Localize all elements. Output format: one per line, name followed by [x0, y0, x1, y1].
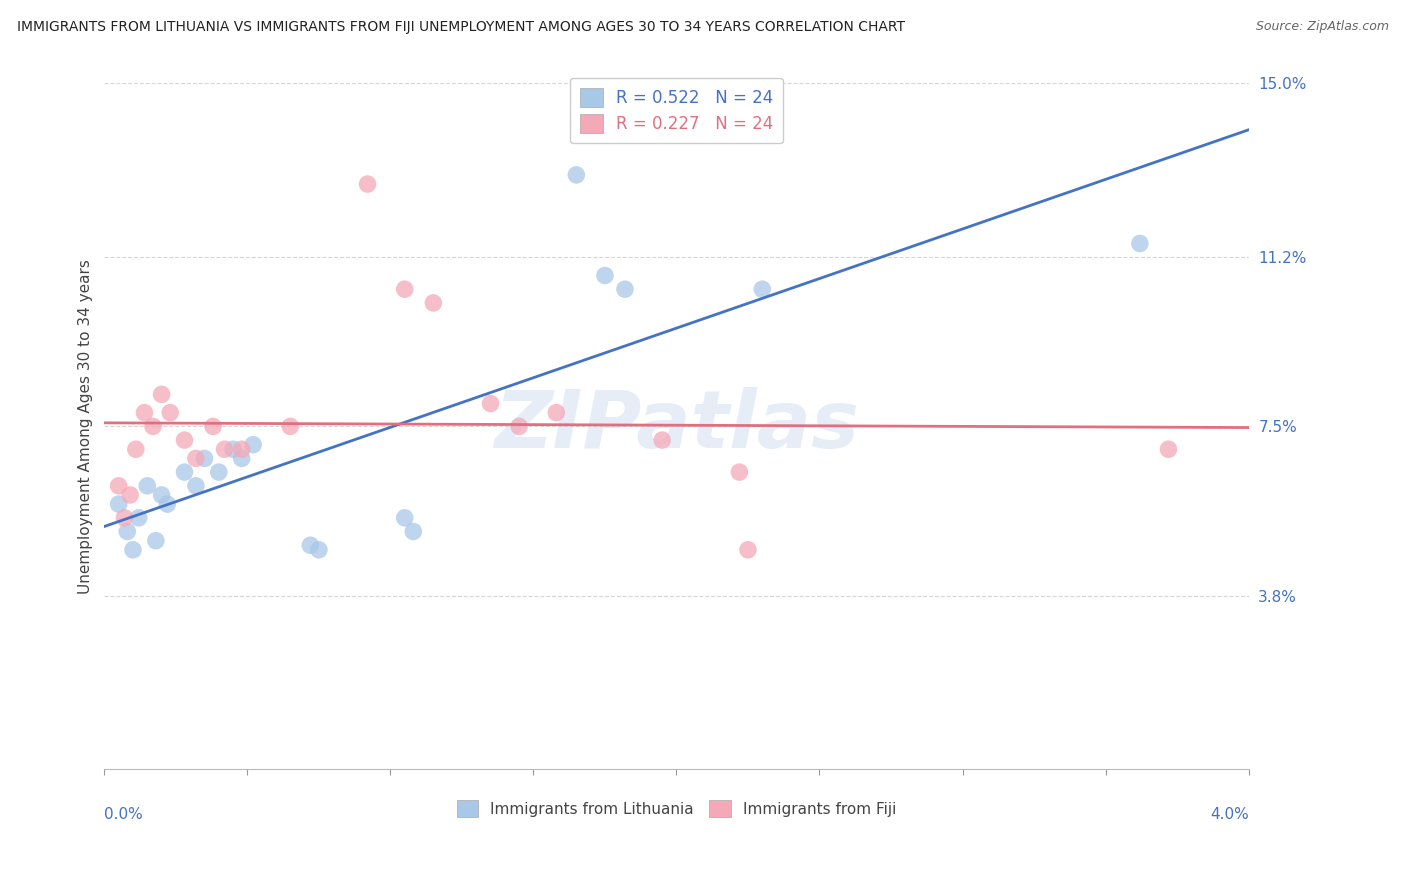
Point	[231, 442, 253, 457]
Text: Source: ZipAtlas.com: Source: ZipAtlas.com	[1256, 20, 1389, 33]
Point	[593, 268, 616, 283]
Point	[751, 282, 773, 296]
Point	[107, 479, 129, 493]
Point	[112, 511, 135, 525]
Text: 4.0%: 4.0%	[1209, 807, 1249, 822]
Point	[136, 479, 159, 493]
Point	[208, 465, 231, 479]
Point	[117, 524, 139, 539]
Point	[479, 396, 502, 410]
Point	[156, 497, 179, 511]
Point	[184, 451, 207, 466]
Point	[299, 538, 322, 552]
Point	[214, 442, 236, 457]
Point	[173, 433, 195, 447]
Point	[107, 497, 129, 511]
Point	[120, 488, 142, 502]
Point	[1129, 236, 1152, 251]
Point	[565, 168, 588, 182]
Point	[394, 511, 416, 525]
Point	[193, 451, 215, 466]
Point	[278, 419, 301, 434]
Point	[134, 406, 156, 420]
Point	[128, 511, 150, 525]
Point	[125, 442, 148, 457]
Point	[202, 419, 225, 434]
Point	[308, 542, 330, 557]
Point	[356, 177, 378, 191]
Point	[402, 524, 425, 539]
Point	[242, 437, 264, 451]
Point	[737, 542, 759, 557]
Point	[145, 533, 167, 548]
Point	[651, 433, 673, 447]
Point	[150, 488, 173, 502]
Y-axis label: Unemployment Among Ages 30 to 34 years: Unemployment Among Ages 30 to 34 years	[79, 259, 93, 594]
Point	[1157, 442, 1180, 457]
Point	[614, 282, 637, 296]
Point	[422, 296, 444, 310]
Point	[231, 451, 253, 466]
Point	[159, 406, 181, 420]
Text: ZIPatlas: ZIPatlas	[494, 387, 859, 466]
Point	[728, 465, 751, 479]
Point	[394, 282, 416, 296]
Text: IMMIGRANTS FROM LITHUANIA VS IMMIGRANTS FROM FIJI UNEMPLOYMENT AMONG AGES 30 TO : IMMIGRANTS FROM LITHUANIA VS IMMIGRANTS …	[17, 20, 905, 34]
Point	[150, 387, 173, 401]
Point	[508, 419, 530, 434]
Text: 0.0%: 0.0%	[104, 807, 143, 822]
Point	[122, 542, 145, 557]
Point	[546, 406, 568, 420]
Legend: Immigrants from Lithuania, Immigrants from Fiji: Immigrants from Lithuania, Immigrants fr…	[450, 794, 903, 823]
Point	[184, 479, 207, 493]
Point	[222, 442, 245, 457]
Point	[173, 465, 195, 479]
Point	[142, 419, 165, 434]
